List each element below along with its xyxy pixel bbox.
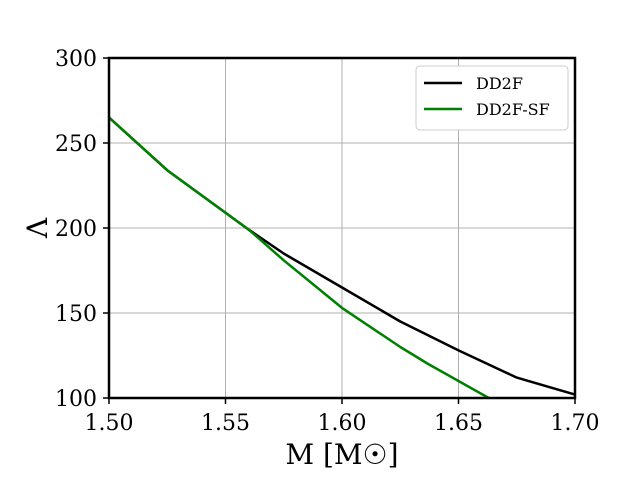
x-axis-ticks: 1.50 1.55 1.60 1.65 1.70	[85, 398, 600, 436]
x-tick-label: 1.65	[434, 411, 483, 436]
y-axis-ticks: 100 150 200 250 300	[55, 47, 109, 412]
x-tick-label: 1.55	[201, 411, 250, 436]
x-tick-label: 1.60	[318, 411, 367, 436]
y-tick-label: 300	[55, 47, 97, 72]
x-axis-label: M [M☉]	[285, 438, 398, 471]
legend-label-0: DD2F	[476, 74, 523, 93]
legend-label-1: DD2F-SF	[476, 100, 550, 119]
legend: DD2F DD2F-SF	[415, 65, 569, 131]
series-line-1	[108, 116, 490, 400]
series-group	[108, 116, 576, 400]
y-tick-label: 200	[55, 217, 97, 242]
y-axis-label: Λ	[21, 217, 54, 239]
y-tick-label: 250	[55, 132, 97, 157]
y-tick-label: 100	[55, 387, 97, 412]
y-tick-label: 150	[55, 302, 97, 327]
x-tick-label: 1.70	[551, 411, 600, 436]
x-tick-label: 1.50	[85, 411, 134, 436]
